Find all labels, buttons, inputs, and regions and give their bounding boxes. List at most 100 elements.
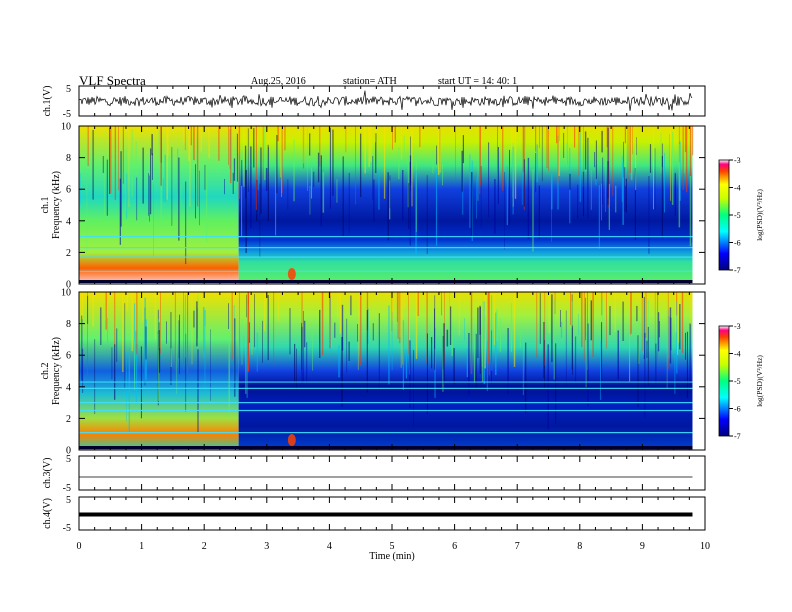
spectrogram-streak — [134, 341, 135, 390]
spectrogram-streak — [178, 157, 180, 241]
spectrogram-streak — [284, 126, 286, 151]
spectrogram-streak — [415, 292, 418, 359]
spectrogram-streak — [224, 179, 225, 195]
spectrogram-streak — [439, 126, 441, 173]
spectrogram-streak — [494, 179, 496, 234]
spectrogram-streak — [578, 126, 580, 177]
spectrogram-streak — [254, 294, 255, 348]
spectrogram-streak — [523, 159, 525, 207]
spectrogram-streak — [612, 126, 614, 196]
spectrogram-streak — [373, 179, 375, 223]
spectrogram-streak — [506, 166, 508, 226]
spectrogram-streak — [131, 292, 133, 352]
spectrogram-streak — [541, 126, 543, 182]
spectrogram-streak — [671, 131, 674, 205]
spectrogram-streak — [267, 144, 269, 221]
spectrogram-streak — [245, 323, 247, 394]
spectrogram-streak — [625, 178, 627, 213]
spectrogram-streak — [391, 292, 393, 321]
spectrogram-streak — [397, 292, 399, 339]
x-axis-label: Time (min) — [369, 551, 414, 562]
spectrogram-streak — [504, 172, 505, 250]
spectrogram-streak — [120, 151, 122, 227]
spectrogram-streak — [407, 152, 409, 208]
spectrogram-streak — [443, 323, 445, 384]
spectrogram-streak — [608, 126, 610, 208]
spectrogram-streak — [655, 343, 657, 384]
spectrogram-streak — [322, 172, 325, 213]
spectrogram-streak — [536, 144, 538, 183]
x-tick-label: 10 — [700, 541, 710, 552]
y-axis-label: Frequency (kHz) — [51, 171, 62, 239]
spectrogram-streak — [387, 172, 389, 241]
spectrogram-streak — [553, 299, 555, 380]
spectrogram-streak — [128, 350, 130, 432]
spectrogram-streak — [92, 292, 94, 327]
spectrogram-streak — [104, 162, 105, 228]
spectrogram-streak — [608, 183, 610, 230]
y-tick-label: 4 — [66, 216, 71, 227]
spectrogram-streak — [668, 315, 670, 359]
colorbar — [718, 325, 730, 437]
spectrogram-streak — [451, 323, 453, 357]
spectrogram-streak — [296, 348, 297, 390]
x-tick-label: 2 — [202, 541, 207, 552]
spectrogram-streak — [514, 126, 517, 199]
spectrogram-streak — [303, 311, 304, 383]
spectrogram-streak — [378, 313, 380, 390]
spectrogram-streak — [487, 292, 489, 364]
spectrogram-streak — [649, 144, 652, 173]
spectrogram-streak — [321, 292, 324, 356]
spectrogram-streak — [689, 176, 692, 247]
spectrogram-streak — [348, 172, 350, 233]
spectrogram-streak — [622, 301, 624, 341]
spectrogram-streak — [479, 305, 481, 335]
spectrogram-streak — [446, 329, 449, 347]
spectrogram-streak — [82, 348, 84, 393]
spectrogram-streak — [658, 321, 660, 338]
spectrogram-streak — [657, 312, 660, 352]
spectrogram-streak — [257, 167, 259, 191]
spectrogram-streak — [566, 142, 567, 165]
spectrogram-streak — [654, 292, 656, 354]
spectrogram-streak — [336, 179, 338, 203]
spectrogram-streak — [555, 343, 557, 424]
spectrogram-streak — [544, 292, 546, 366]
spectrogram-streak — [375, 126, 376, 143]
spectrogram-streak — [204, 309, 206, 327]
spectrogram-streak — [399, 292, 401, 344]
y-axis-label: ch.3(V) — [42, 458, 53, 489]
spectrogram-streak — [519, 328, 521, 348]
spectrogram-streak — [309, 186, 311, 215]
spectrogram-streak — [163, 178, 164, 202]
spectrogram-streak — [622, 162, 624, 225]
spectrogram-streak — [579, 132, 581, 202]
spectrogram-streak — [400, 292, 402, 368]
spectrogram-ch.1 — [78, 125, 733, 285]
spectrogram-streak — [301, 292, 303, 351]
spectrogram-streak — [496, 309, 498, 342]
spectrogram-streak — [475, 333, 477, 389]
station-label: station= ATH — [343, 76, 397, 87]
spectrogram-streak — [231, 292, 233, 360]
spectrogram-streak — [570, 292, 571, 325]
spectrogram-streak — [372, 323, 374, 341]
spectrogram-streak — [535, 126, 537, 152]
spectrogram-streak — [262, 320, 263, 363]
channel-label: ch.2 — [40, 363, 51, 380]
spectrogram-streak — [627, 126, 629, 182]
spectrogram-streak — [453, 348, 455, 385]
spectrogram-streak — [455, 126, 456, 183]
spectrogram-streak — [334, 322, 336, 338]
spectrogram-streak — [319, 309, 321, 358]
spectrogram-streak — [287, 179, 289, 210]
spectrogram-streak — [144, 297, 146, 382]
colorbar-label: log(PSD)(V²/Hz) — [755, 355, 764, 407]
spectrogram-streak — [238, 292, 240, 360]
spectrogram-streak — [218, 126, 220, 161]
spectrogram-streak — [471, 172, 473, 236]
y-tick-label: 2 — [66, 414, 71, 425]
x-tick-label: 8 — [577, 541, 582, 552]
spectrogram-streak — [624, 167, 626, 212]
spectrogram-streak — [438, 126, 440, 175]
